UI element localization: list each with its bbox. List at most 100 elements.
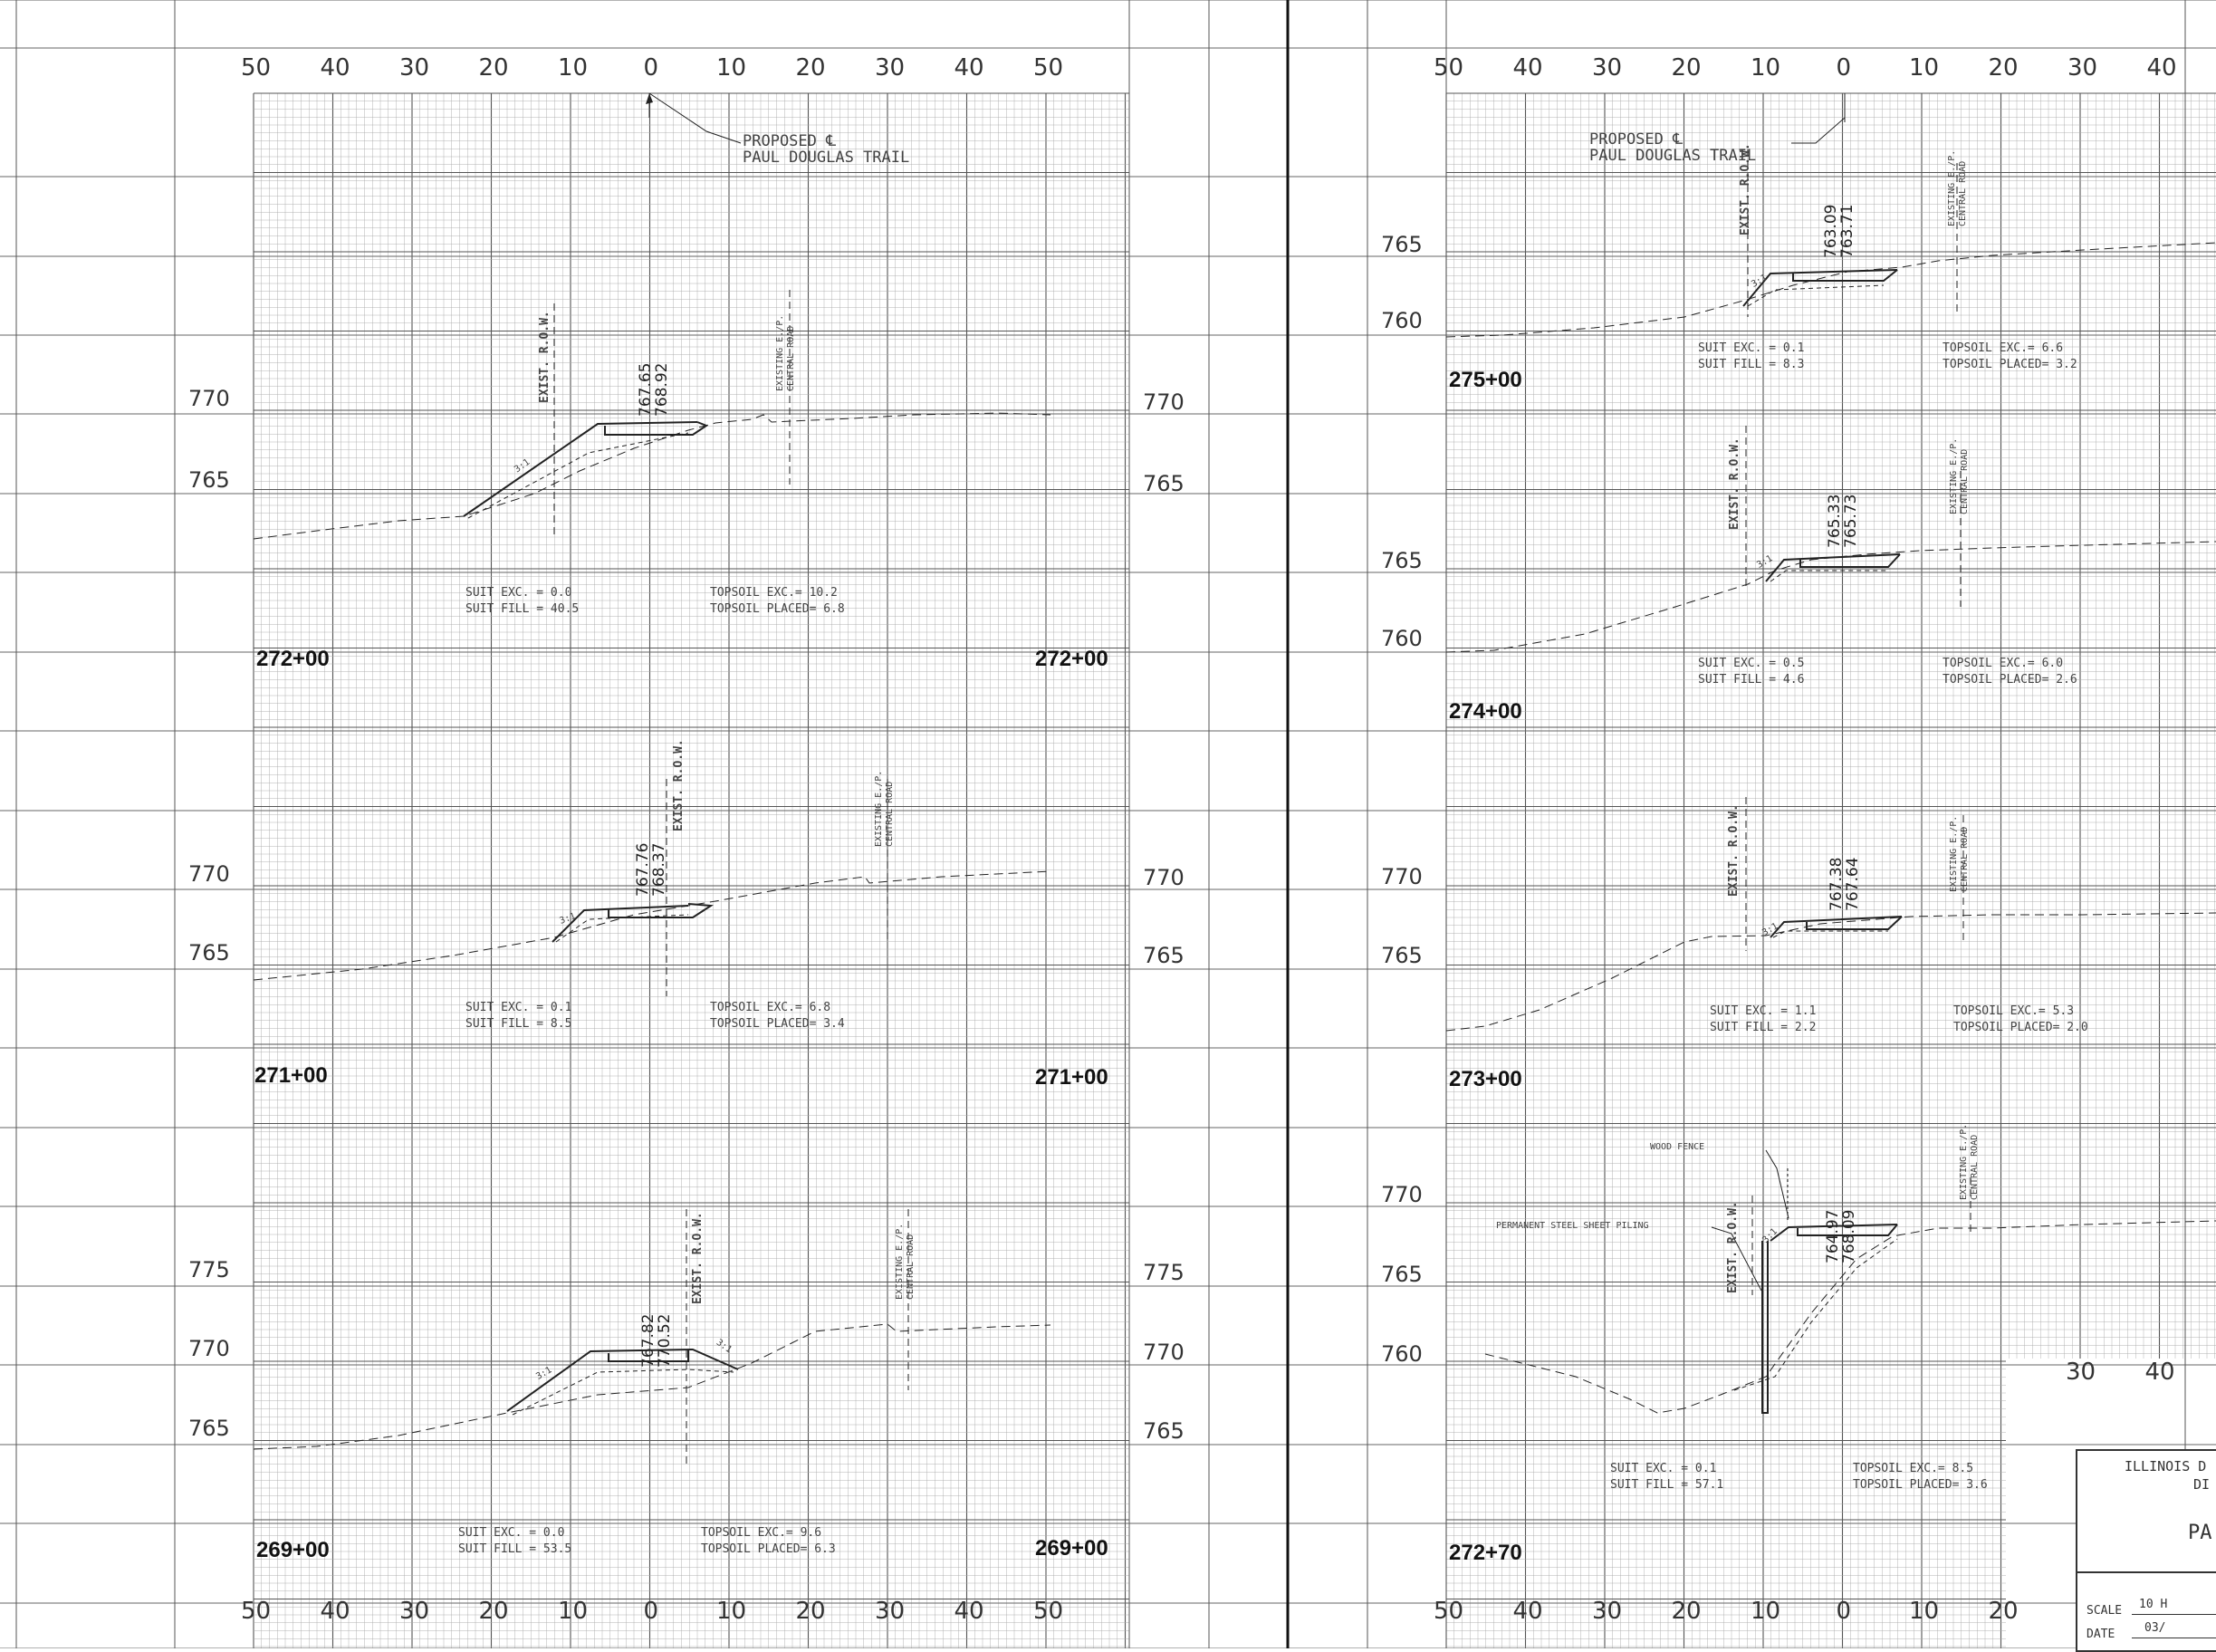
- elevation-label: 765: [1381, 1262, 1423, 1287]
- proposed-slope: [1742, 269, 1898, 307]
- offset-tick-label: 50: [241, 54, 272, 82]
- offset-tick-label: 30: [399, 54, 430, 82]
- offset-tick-label: 0: [1836, 54, 1852, 82]
- station-label: 272+00: [1035, 647, 1108, 671]
- existing-ground-line: [253, 870, 1051, 981]
- elevation-label: 770: [188, 861, 230, 887]
- proposed-centerline-label: PROPOSED ℄ PAUL DOUGLAS TRAIL: [1589, 130, 1757, 165]
- proposed-centerline-label: PROPOSED ℄ PAUL DOUGLAS TRAIL: [743, 132, 910, 167]
- existing-edge-of-pavement-label: EXISTING E./P. CENTRAL ROAD: [1959, 1123, 1980, 1200]
- elevation-label: 765: [1143, 471, 1185, 496]
- existing-ground-line: [1445, 541, 2216, 653]
- proposed-elevation-values: 763.09 763.71: [1822, 204, 1856, 258]
- elevation-label: 770: [1143, 389, 1185, 415]
- proposed-pavement: [608, 1349, 689, 1362]
- elevation-label: 770: [188, 386, 230, 411]
- offset-tick-label: 50: [1434, 54, 1464, 82]
- offset-tick-label: 40: [954, 54, 984, 82]
- proposed-elevation-values: 767.82 770.52: [639, 1313, 674, 1368]
- proposed-slope: [552, 905, 689, 943]
- subgrade-line: [1733, 1238, 1898, 1391]
- piling-leader: [1711, 1226, 1762, 1292]
- scale-underline: [2132, 1614, 2216, 1615]
- proposed-pavement: [1806, 916, 1903, 930]
- date-value: 03/: [2144, 1621, 2166, 1635]
- proposed-elevation-values: 767.76 768.37: [634, 842, 668, 897]
- existing-row-label: EXIST. R.O.W.: [1739, 143, 1752, 235]
- date-label: DATE: [2086, 1628, 2115, 1641]
- offset-tick-label: 10: [716, 1598, 747, 1625]
- offset-tick-label: 40: [2144, 1359, 2175, 1386]
- scale-value: 10 H: [2139, 1598, 2168, 1611]
- elevation-label: 765: [188, 940, 230, 965]
- suitable-excavation-fill-note: SUIT EXC. = 0.5 SUIT FILL = 4.6: [1698, 657, 1805, 687]
- elevation-label: 765: [188, 1416, 230, 1441]
- topsoil-note: TOPSOIL EXC.= 6.0 TOPSOIL PLACED= 2.6: [1943, 657, 2077, 687]
- offset-tick-label: 30: [1592, 54, 1623, 82]
- elevation-label: 770: [1143, 1340, 1185, 1365]
- existing-row-label: EXIST. R.O.W.: [691, 1212, 705, 1304]
- proposed-pavement: [608, 903, 715, 918]
- offset-tick-label: 40: [2146, 54, 2177, 82]
- offset-tick-label: 50: [1434, 1598, 1464, 1625]
- offset-tick-label: 30: [399, 1598, 430, 1625]
- existing-row-label: EXIST. R.O.W.: [1728, 437, 1741, 530]
- offset-tick-label: 30: [875, 1598, 906, 1625]
- offset-tick-label: 40: [320, 1598, 350, 1625]
- elevation-label: 765: [1381, 548, 1423, 573]
- offset-tick-label: 10: [558, 1598, 589, 1625]
- existing-ground-line: [1445, 242, 2216, 338]
- offset-tick-label: 30: [2067, 54, 2098, 82]
- offset-tick-label: 10: [1909, 54, 1940, 82]
- elevation-label: 765: [1381, 943, 1423, 968]
- offset-tick-label: 30: [1592, 1598, 1623, 1625]
- existing-ground-line: [253, 1323, 1051, 1450]
- offset-tick-label: 50: [1033, 1598, 1064, 1625]
- title-block-title: PA: [2188, 1522, 2212, 1544]
- proposed-elevation-values: 765.33 765.73: [1826, 494, 1860, 548]
- offset-tick-label: 20: [478, 1598, 509, 1625]
- offset-tick-label: 50: [241, 1598, 272, 1625]
- offset-tick-label: 0: [643, 1598, 659, 1625]
- existing-row-label: EXIST. R.O.W.: [1727, 804, 1741, 897]
- proposed-pavement: [1799, 553, 1901, 568]
- proposed-slope: [506, 1348, 739, 1412]
- elevation-label: 770: [1143, 865, 1185, 890]
- offset-tick-label: 20: [1988, 54, 2019, 82]
- station-label: 271+00: [254, 1063, 328, 1088]
- elevation-label: 760: [1381, 626, 1423, 651]
- existing-edge-of-pavement-label: EXISTING E./P. CENTRAL ROAD: [895, 1223, 916, 1300]
- suitable-excavation-fill-note: SUIT EXC. = 0.1 SUIT FILL = 8.3: [1698, 341, 1805, 371]
- station-label: 274+00: [1449, 699, 1522, 724]
- wood-fence-label: WOOD FENCE: [1650, 1142, 1705, 1152]
- station-label: 271+00: [1035, 1065, 1108, 1090]
- station-label: 272+00: [256, 647, 330, 671]
- existing-edge-of-pavement-label: EXISTING E./P. CENTRAL ROAD: [1949, 815, 1970, 892]
- offset-tick-label: 0: [1836, 1598, 1852, 1625]
- existing-row-label: EXIST. R.O.W.: [538, 311, 552, 403]
- suitable-excavation-fill-note: SUIT EXC. = 0.0 SUIT FILL = 53.5: [458, 1526, 572, 1556]
- offset-tick-label: 0: [643, 54, 659, 82]
- offset-tick-label: 40: [1512, 1598, 1543, 1625]
- centerline-leader: [1791, 117, 1846, 144]
- steel-sheet-piling: [1761, 1241, 1769, 1414]
- proposed-slope: [463, 421, 698, 517]
- existing-edge-of-pavement-label: EXISTING E./P. CENTRAL ROAD: [1949, 437, 1970, 514]
- offset-tick-label: 10: [716, 54, 747, 82]
- proposed-pavement: [1792, 269, 1898, 282]
- title-block-divider: [2077, 1571, 2216, 1573]
- existing-ground-line: [253, 412, 1051, 540]
- existing-ground-line: [1484, 1220, 2216, 1414]
- offset-tick-label: 20: [795, 1598, 826, 1625]
- topsoil-note: TOPSOIL EXC.= 6.6 TOPSOIL PLACED= 3.2: [1943, 341, 2077, 371]
- leader-arrowhead: [646, 93, 653, 104]
- elevation-label: 770: [1381, 864, 1423, 889]
- station-label: 275+00: [1449, 368, 1522, 392]
- elevation-label: 760: [1381, 308, 1423, 333]
- offset-tick-label: 20: [478, 54, 509, 82]
- suitable-excavation-fill-note: SUIT EXC. = 0.1 SUIT FILL = 8.5: [465, 1001, 572, 1031]
- station-label: 273+00: [1449, 1067, 1522, 1091]
- proposed-elevation-values: 767.65 768.92: [637, 362, 671, 417]
